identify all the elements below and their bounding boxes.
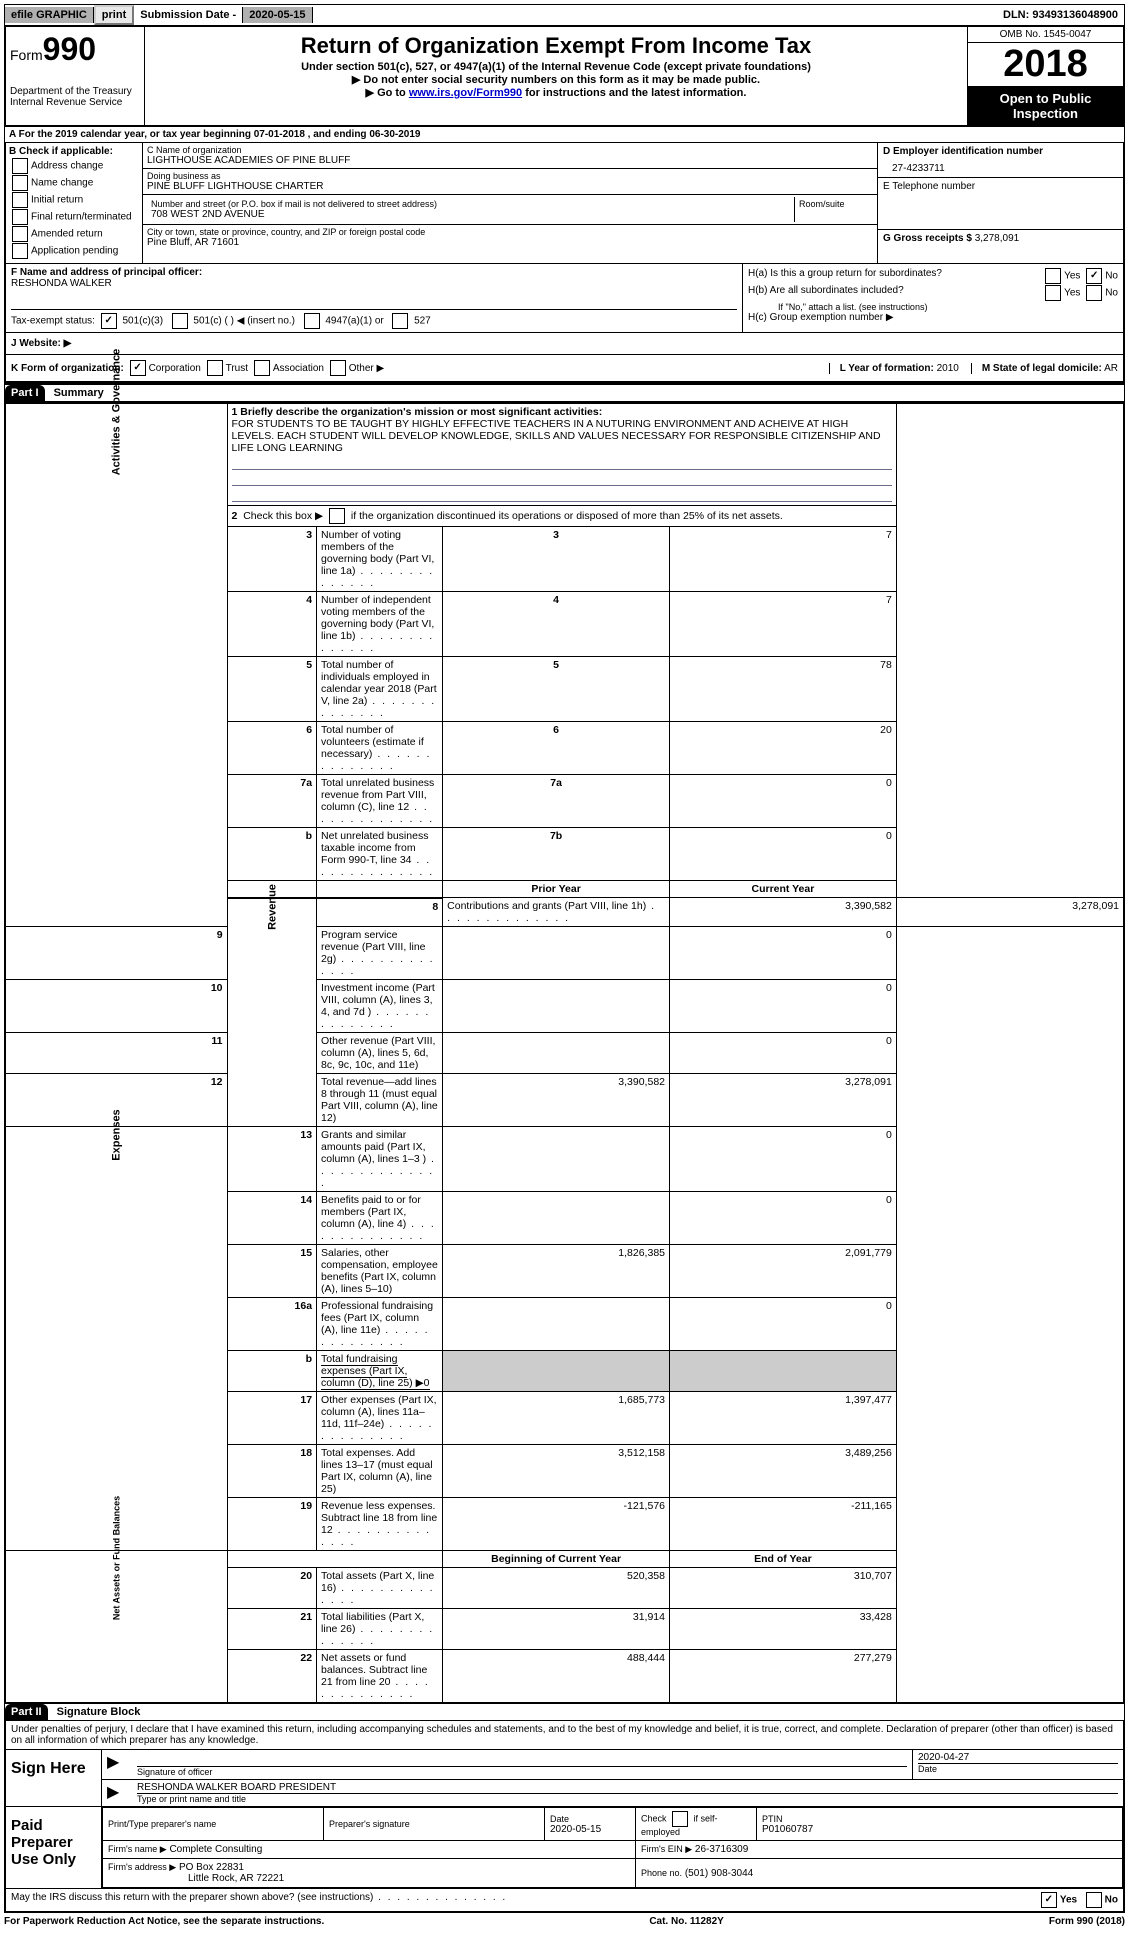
- k-assoc[interactable]: [254, 360, 270, 376]
- state-domicile: M State of legal domicile: AR: [971, 363, 1118, 374]
- self-employed-check: Check if self-employed: [636, 1808, 757, 1841]
- block-b-checkboxes: B Check if applicable: Address change Na…: [6, 143, 143, 263]
- hb-no[interactable]: [1086, 285, 1102, 301]
- table-row: 11Other revenue (Part VIII, column (A), …: [5, 1033, 1124, 1074]
- perjury-text: Under penalties of perjury, I declare th…: [6, 1721, 1123, 1750]
- form-ref: Form 990 (2018): [1049, 1916, 1125, 1927]
- k-other[interactable]: [330, 360, 346, 376]
- website-label: J Website: ▶: [11, 338, 71, 349]
- part2-tag: Part II: [5, 1704, 48, 1720]
- room-suite-label: Room/suite: [795, 197, 873, 222]
- may-irs-discuss: May the IRS discuss this return with the…: [11, 1892, 507, 1908]
- firm-phone: (501) 908-3044: [685, 1868, 753, 1879]
- irs-link[interactable]: www.irs.gov/Form990: [409, 87, 522, 99]
- city-value: Pine Bluff, AR 71601: [147, 237, 873, 248]
- ptin-value: P01060787: [762, 1824, 1117, 1835]
- telephone-label: E Telephone number: [878, 177, 1123, 195]
- sig-officer-label: Signature of officer: [137, 1766, 907, 1777]
- cat-number: Cat. No. 11282Y: [649, 1916, 723, 1927]
- prep-sig-label: Preparer's signature: [329, 1819, 539, 1829]
- ein-value: 27-4233711: [878, 160, 1123, 177]
- street-label: Number and street (or P.O. box if mail i…: [151, 199, 790, 209]
- summary-table: Activities & Governance 1 Briefly descri…: [4, 402, 1125, 1704]
- sig-date: 2020-04-27: [918, 1752, 1118, 1763]
- officer-print-name: RESHONDA WALKER BOARD PRESIDENT: [137, 1782, 1118, 1793]
- efile-label: efile GRAPHIC: [5, 7, 94, 23]
- discuss-yes[interactable]: [1041, 1892, 1057, 1908]
- hb-note: If "No," attach a list. (see instruction…: [748, 302, 1118, 312]
- form-subtitle-2: ▶ Do not enter social security numbers o…: [149, 73, 963, 86]
- firm-addr1: PO Box 22831: [179, 1862, 244, 1873]
- page-footer: For Paperwork Reduction Act Notice, see …: [4, 1913, 1125, 1930]
- firm-name: Complete Consulting: [169, 1844, 262, 1855]
- sign-here-label: Sign Here: [6, 1750, 102, 1806]
- org-name-label: C Name of organization: [147, 145, 873, 155]
- k-label: K Form of organization:: [11, 363, 124, 374]
- org-name: LIGHTHOUSE ACADEMIES OF PINE BLUFF: [147, 155, 873, 166]
- arrow-icon: ▶: [102, 1780, 132, 1806]
- omb-number: OMB No. 1545-0047: [968, 27, 1123, 43]
- 501c-checkbox[interactable]: [172, 313, 188, 329]
- date-label: Date: [918, 1763, 1118, 1774]
- ha-no[interactable]: [1086, 268, 1102, 284]
- form-subtitle-3: ▶ Go to www.irs.gov/Form990 for instruct…: [149, 86, 963, 99]
- part2-title: Signature Block: [51, 1706, 141, 1718]
- officer-name: RESHONDA WALKER: [11, 278, 737, 289]
- 4947-checkbox[interactable]: [304, 313, 320, 329]
- top-bar: efile GRAPHIC print Submission Date - 20…: [4, 4, 1125, 26]
- submission-date-label: Submission Date -: [134, 7, 243, 23]
- k-trust[interactable]: [207, 360, 223, 376]
- type-name-label: Type or print name and title: [137, 1793, 1118, 1804]
- table-row: 10Investment income (Part VIII, column (…: [5, 980, 1124, 1033]
- part1-title: Summary: [48, 387, 104, 399]
- hb-label: H(b) Are all subordinates included?: [748, 285, 904, 301]
- paperwork-notice: For Paperwork Reduction Act Notice, see …: [4, 1916, 324, 1927]
- officer-label: F Name and address of principal officer:: [11, 267, 737, 278]
- table-row: 9Program service revenue (Part VIII, lin…: [5, 927, 1124, 980]
- gross-receipts: G Gross receipts $ 3,278,091: [878, 229, 1123, 247]
- table-row: 12Total revenue—add lines 8 through 11 (…: [5, 1074, 1124, 1127]
- ha-label: H(a) Is this a group return for subordin…: [748, 268, 942, 284]
- street-value: 708 WEST 2ND AVENUE: [151, 209, 790, 220]
- line2-text: Check this box ▶ if the organization dis…: [243, 510, 783, 522]
- firm-addr2: Little Rock, AR 72221: [108, 1873, 630, 1884]
- firm-ein: 26-3716309: [695, 1844, 748, 1855]
- form-subtitle-1: Under section 501(c), 527, or 4947(a)(1)…: [149, 61, 963, 73]
- inspection-badge: Open to PublicInspection: [968, 87, 1123, 125]
- dba-value: PINE BLUFF LIGHTHOUSE CHARTER: [147, 181, 873, 192]
- hc-label: H(c) Group exemption number ▶: [748, 312, 1118, 323]
- mission-label: 1 Briefly describe the organization's mi…: [232, 406, 603, 418]
- tax-year-line: A For the 2019 calendar year, or tax yea…: [4, 127, 1125, 143]
- city-label: City or town, state or province, country…: [147, 227, 873, 237]
- dept-treasury: Department of the Treasury Internal Reve…: [10, 86, 140, 108]
- part1-tag: Part I: [5, 385, 45, 401]
- form-header: Form990 Department of the Treasury Inter…: [4, 26, 1125, 127]
- discuss-no[interactable]: [1086, 1892, 1102, 1908]
- mission-text: FOR STUDENTS TO BE TAUGHT BY HIGHLY EFFE…: [232, 418, 892, 454]
- ptin-label: PTIN: [762, 1814, 1117, 1824]
- dba-label: Doing business as: [147, 171, 873, 181]
- ein-label: D Employer identification number: [878, 143, 1123, 160]
- arrow-icon: ▶: [102, 1750, 132, 1779]
- dln-label: DLN: 93493136048900: [997, 7, 1124, 23]
- tax-year: 2018: [968, 43, 1123, 87]
- prep-name-label: Print/Type preparer's name: [108, 1819, 318, 1829]
- prep-date-label: Date: [550, 1814, 630, 1824]
- paid-preparer-label: Paid Preparer Use Only: [6, 1807, 102, 1888]
- year-formation: L Year of formation: 2010: [829, 363, 959, 374]
- ha-yes[interactable]: [1045, 268, 1061, 284]
- form-title: Return of Organization Exempt From Incom…: [149, 33, 963, 59]
- hb-yes[interactable]: [1045, 285, 1061, 301]
- print-button[interactable]: print: [94, 5, 134, 25]
- 527-checkbox[interactable]: [392, 313, 408, 329]
- submission-date-value: 2020-05-15: [243, 7, 312, 23]
- form-number: Form990: [10, 31, 140, 68]
- k-corp[interactable]: [130, 360, 146, 376]
